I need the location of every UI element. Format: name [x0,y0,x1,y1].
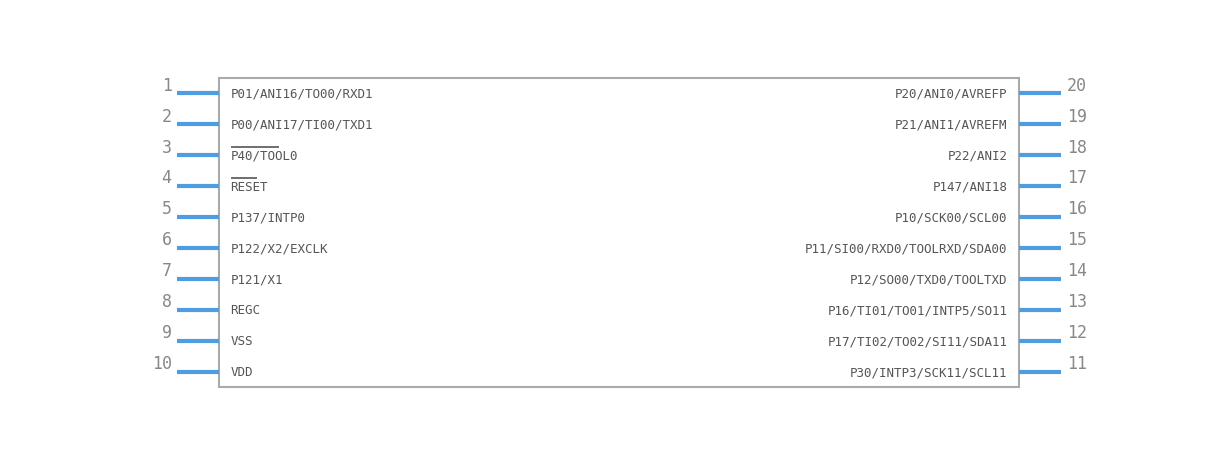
Text: 4: 4 [162,169,172,187]
Text: P17/TI02/TO02/SI11/SDA11: P17/TI02/TO02/SI11/SDA11 [827,335,1007,348]
Text: 10: 10 [151,354,172,373]
Text: P121/X1: P121/X1 [231,273,283,286]
Text: VDD: VDD [231,366,254,378]
Text: P122/X2/EXCLK: P122/X2/EXCLK [231,242,329,255]
Text: P147/ANI18: P147/ANI18 [933,180,1007,193]
Text: 13: 13 [1067,293,1087,311]
Text: P30/INTP3/SCK11/SCL11: P30/INTP3/SCK11/SCL11 [850,366,1007,378]
Text: P11/SI00/RXD0/TOOLRXD/SDA00: P11/SI00/RXD0/TOOLRXD/SDA00 [805,242,1007,255]
Text: 15: 15 [1067,231,1087,249]
Text: 18: 18 [1067,138,1087,156]
Text: 16: 16 [1067,200,1087,218]
Text: REGC: REGC [231,304,261,317]
Text: 6: 6 [162,231,172,249]
Text: P137/INTP0: P137/INTP0 [231,211,306,224]
Text: P00/ANI17/TI00/TXD1: P00/ANI17/TI00/TXD1 [231,118,373,131]
Text: P22/ANI2: P22/ANI2 [947,149,1007,162]
Text: 11: 11 [1067,354,1087,373]
Text: P21/ANI1/AVREFM: P21/ANI1/AVREFM [895,118,1007,131]
Text: P01/ANI16/TO00/RXD1: P01/ANI16/TO00/RXD1 [231,87,373,101]
Text: 20: 20 [1067,76,1087,94]
Text: 7: 7 [162,262,172,280]
Text: P10/SCK00/SCL00: P10/SCK00/SCL00 [895,211,1007,224]
Text: P20/ANI0/AVREFP: P20/ANI0/AVREFP [895,87,1007,101]
Text: 19: 19 [1067,107,1087,125]
Text: RESET: RESET [231,180,268,193]
Bar [220,78,1018,387]
Text: P16/TI01/TO01/INTP5/SO11: P16/TI01/TO01/INTP5/SO11 [827,304,1007,317]
Text: 14: 14 [1067,262,1087,280]
Text: 17: 17 [1067,169,1087,187]
Text: P12/SO00/TXD0/TOOLTXD: P12/SO00/TXD0/TOOLTXD [850,273,1007,286]
Text: 5: 5 [162,200,172,218]
Text: 8: 8 [162,293,172,311]
Text: P40/TOOL0: P40/TOOL0 [231,149,298,162]
Text: 2: 2 [162,107,172,125]
Text: 1: 1 [162,76,172,94]
Text: 3: 3 [162,138,172,156]
Text: VSS: VSS [231,335,254,348]
Text: 9: 9 [162,324,172,341]
Text: 12: 12 [1067,324,1087,341]
